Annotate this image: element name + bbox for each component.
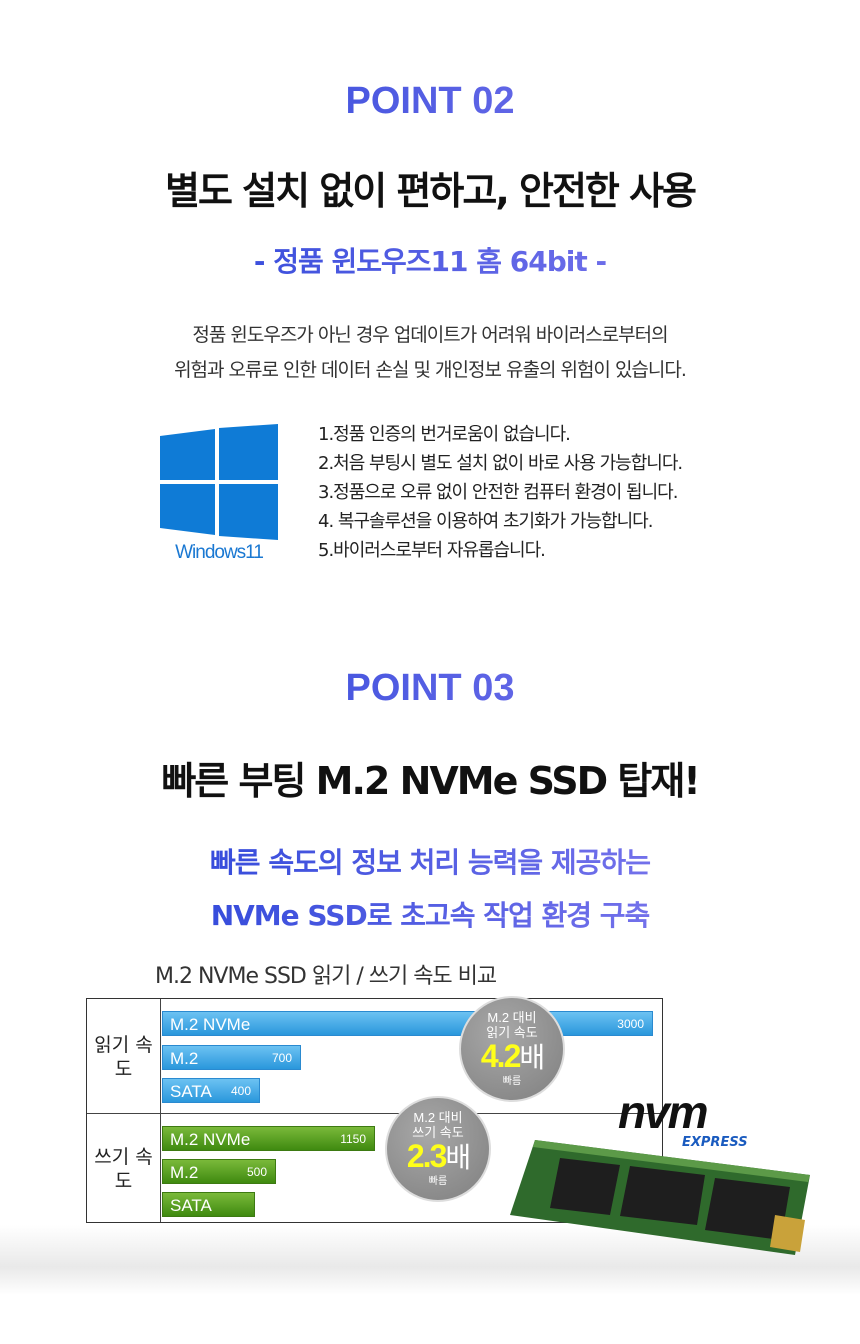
badge-line: 쓰기 속도: [412, 1125, 464, 1140]
axis-line: [160, 999, 161, 1222]
bar-label: M.2: [170, 1163, 199, 1182]
badge-line: M.2 대비: [487, 1010, 537, 1025]
bar-write-sata: SATA: [162, 1192, 255, 1217]
read-speed-label: 읽기 속도: [94, 1034, 153, 1080]
nvme-ssd-image: [510, 1140, 810, 1255]
point03-title: 빠른 부팅 M.2 NVMe SSD 탑재!: [161, 759, 700, 803]
badge-ratio: 4.2배: [480, 1038, 545, 1074]
windows-logo-icon: [160, 424, 278, 540]
read-ratio-badge: M.2 대비 읽기 속도 4.2배 빠름: [459, 996, 565, 1102]
bar-value: 500: [246, 1165, 267, 1179]
benefits-list: 1.정품 인증의 번거로움이 없습니다. 2.처음 부팅시 별도 설치 없이 바…: [318, 420, 683, 565]
bar-label: M.2: [170, 1049, 199, 1068]
speed-chart: 읽기 속도 쓰기 속도 M.2 NVMe 3000 M.2 700 SATA 400 M.2…: [86, 998, 663, 1223]
nvm-express-logo-text: EXPRESS: [682, 1135, 748, 1150]
bar-value: 3000: [617, 1017, 644, 1031]
windows11-logo-text: Windows11: [175, 542, 264, 563]
bar-label: M.2 NVMe: [170, 1130, 251, 1149]
badge-ratio: 2.3배: [406, 1138, 471, 1174]
bar-read-m-2: M.2 700: [162, 1045, 301, 1070]
bar-value: 1150: [340, 1132, 366, 1146]
point03-subtitle: 빠른 속도의 정보 처리 능력을 제공하는 NVMe SSD로 초고속 작업 환…: [0, 836, 860, 942]
write-speed-label: 쓰기 속도: [94, 1146, 153, 1192]
bar-value: 700: [271, 1051, 292, 1065]
badge-suffix: 빠름: [428, 1176, 448, 1187]
benefit-item: 1.정품 인증의 번거로움이 없습니다.: [318, 424, 571, 445]
benefit-item: 5.바이러스로부터 자유롭습니다.: [318, 540, 546, 561]
benefit-item: 2.처음 부팅시 별도 설치 없이 바로 사용 가능합니다.: [318, 453, 683, 474]
badge-suffix: 빠름: [502, 1076, 522, 1087]
bar-read-sata: SATA 400: [162, 1078, 260, 1103]
point02-subtitle: - 정품 윈도우즈11 홈 64bit -: [0, 240, 860, 280]
write-ratio-badge: M.2 대비 쓰기 속도 2.3배 빠름: [385, 1096, 491, 1202]
badge-line: 읽기 속도: [486, 1025, 538, 1040]
point02-description: 정품 윈도우즈가 아닌 경우 업데이트가 어려워 바이러스로부터의 위험과 오류…: [0, 318, 860, 388]
benefit-item: 3.정품으로 오류 없이 안전한 컴퓨터 환경이 됩니다.: [318, 482, 678, 503]
point03-label: POINT 03: [0, 667, 860, 710]
group-divider: [87, 1113, 662, 1114]
nvm-express-logo: nvm: [618, 1086, 709, 1138]
badge-line: M.2 대비: [413, 1110, 463, 1125]
description-line: 정품 윈도우즈가 아닌 경우 업데이트가 어려워 바이러스로부터의: [192, 324, 668, 346]
bar-write-m-2: M.2 500: [162, 1159, 276, 1184]
description-line: 위험과 오류로 인한 데이터 손실 및 개인정보 유출의 위험이 있습니다.: [174, 359, 687, 381]
bar-label: M.2 NVMe: [170, 1015, 251, 1034]
bar-label: SATA: [170, 1082, 212, 1101]
chart-caption: M.2 NVMe SSD 읽기 / 쓰기 속도 비교: [155, 964, 497, 989]
point02-title: 별도 설치 없이 편하고, 안전한 사용: [164, 169, 697, 213]
bar-value: 400: [230, 1084, 251, 1098]
bar-write-m-2-nvme: M.2 NVMe 1150: [162, 1126, 375, 1151]
subtitle-line: 빠른 속도의 정보 처리 능력을 제공하는: [210, 846, 650, 879]
point02-label: POINT 02: [0, 80, 860, 123]
bar-read-m-2-nvme: M.2 NVMe 3000: [162, 1011, 653, 1036]
bar-label: SATA: [170, 1196, 212, 1215]
subtitle-line: NVMe SSD로 초고속 작업 환경 구축: [210, 899, 650, 932]
benefit-item: 4. 복구솔루션을 이용하여 초기화가 가능합니다.: [318, 511, 653, 532]
